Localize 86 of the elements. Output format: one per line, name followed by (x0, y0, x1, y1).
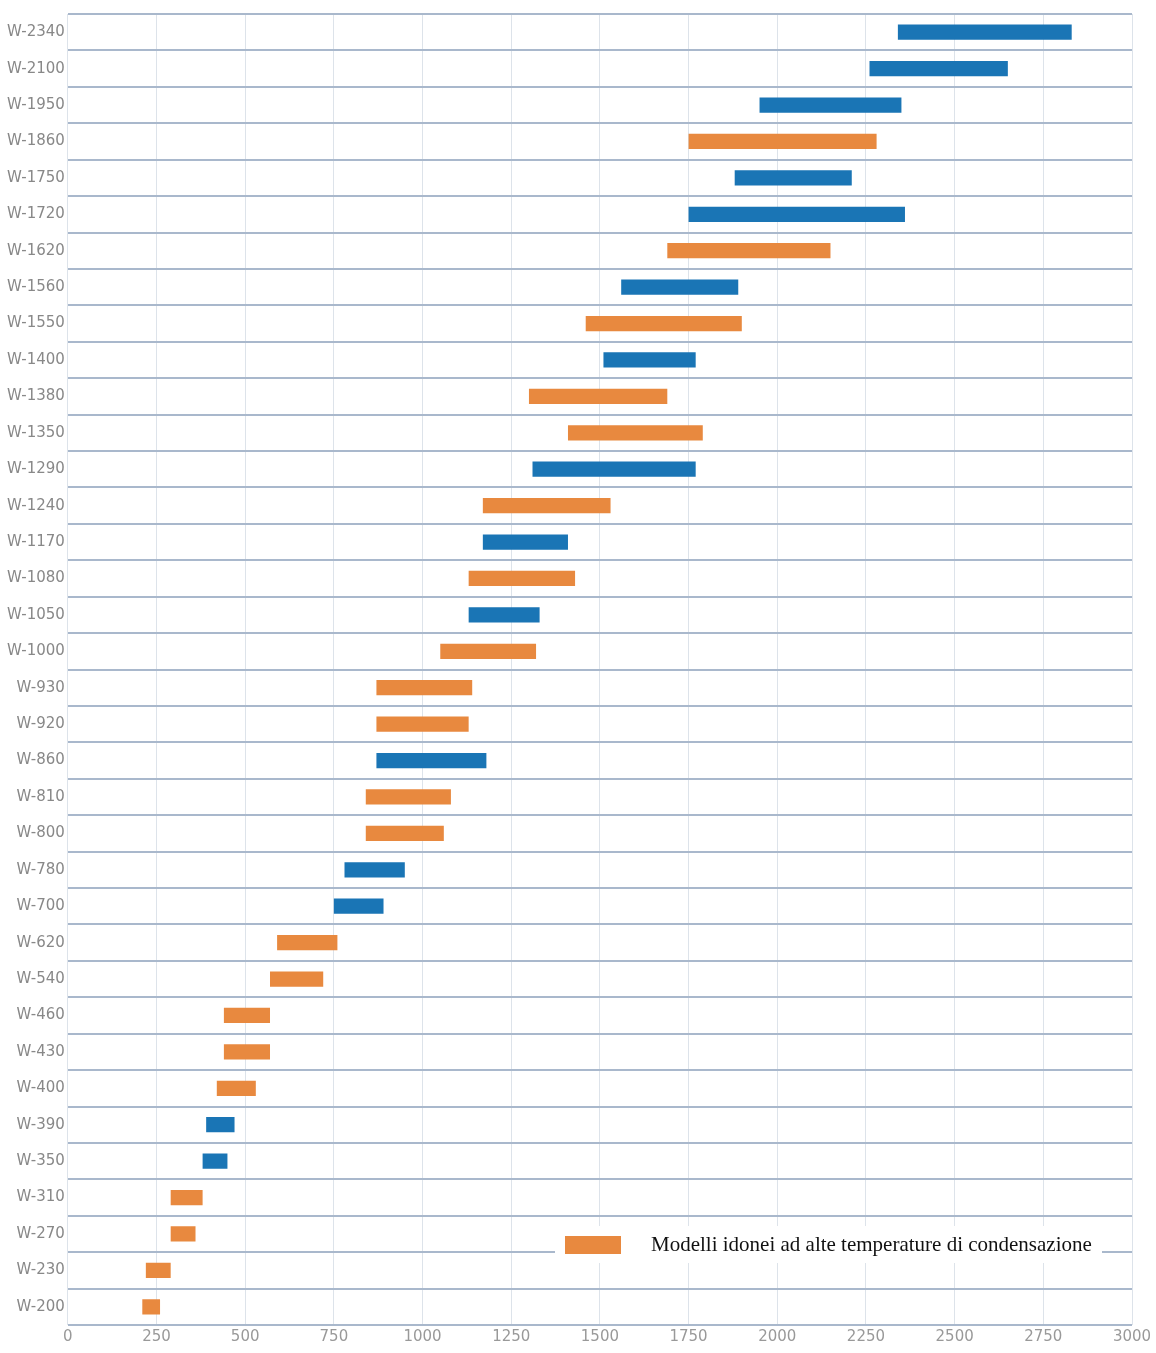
bar (344, 862, 405, 878)
y-tick-label: W-1560 (7, 277, 65, 296)
y-tick-label: W-930 (16, 677, 65, 696)
bar (223, 1044, 271, 1060)
y-tick-label: W-1750 (7, 167, 65, 186)
y-tick-label: W-1240 (7, 495, 65, 514)
y-tick-label: W-2100 (7, 58, 65, 77)
bar (170, 1226, 196, 1242)
y-tick-label: W-810 (16, 786, 65, 805)
bar (468, 607, 540, 623)
bar (170, 1189, 203, 1206)
y-tick-label: W-1720 (7, 204, 65, 223)
y-tick-label: W-1290 (7, 459, 65, 478)
y-tick-label: W-620 (16, 932, 65, 951)
bar (482, 497, 611, 514)
y-tick-label: W-1550 (7, 313, 65, 332)
x-tick-label: 500 (230, 1326, 260, 1345)
bar (532, 461, 696, 477)
bar (202, 1153, 228, 1169)
y-tick-label: W-540 (16, 968, 65, 987)
y-tick-label: W-1620 (7, 240, 65, 259)
legend-label: Modelli idonei ad alte temperature di condensazione (651, 1232, 1092, 1257)
x-tick-label: 1500 (580, 1326, 619, 1345)
y-tick-label: W-780 (16, 859, 65, 878)
y-tick-label: W-700 (16, 896, 65, 915)
x-tick-label: 1750 (669, 1326, 708, 1345)
bar (270, 971, 324, 987)
bar (621, 279, 739, 295)
bar (365, 789, 451, 805)
bar (869, 60, 1008, 77)
y-tick-label: W-800 (16, 823, 65, 842)
bar (142, 1299, 161, 1315)
x-tick-label: 750 (319, 1326, 349, 1345)
x-tick-label: 1000 (403, 1326, 442, 1345)
bar (277, 934, 338, 951)
y-tick-label: W-200 (16, 1296, 65, 1315)
y-tick-label: W-1050 (7, 604, 65, 623)
bar (223, 1007, 271, 1024)
bar (897, 24, 1072, 40)
y-tick-label: W-1170 (7, 531, 65, 550)
bar (216, 1080, 256, 1096)
bar (468, 570, 576, 587)
y-tick-label: W-390 (16, 1114, 65, 1133)
y-tick-label: W-1350 (7, 422, 65, 441)
y-tick-label: W-230 (16, 1260, 65, 1279)
bar (603, 352, 696, 368)
y-tick-label: W-310 (16, 1187, 65, 1206)
bar (759, 97, 902, 113)
bar (482, 534, 568, 550)
bar (688, 133, 877, 150)
y-tick-label: W-430 (16, 1041, 65, 1060)
y-tick-label: W-400 (16, 1078, 65, 1097)
bar (376, 716, 469, 732)
bar (688, 206, 905, 222)
bar (376, 680, 473, 696)
bar (567, 425, 703, 441)
bar (528, 388, 668, 405)
x-tick-label: 3000 (1112, 1326, 1152, 1345)
bar (206, 1117, 235, 1133)
y-tick-label: W-1080 (7, 568, 65, 587)
bar (585, 315, 742, 332)
bar (667, 243, 831, 259)
y-tick-label: W-1380 (7, 386, 65, 405)
y-tick-label: W-1400 (7, 349, 65, 368)
x-tick-label: 1250 (492, 1326, 531, 1345)
y-tick-label: W-860 (16, 750, 65, 769)
y-tick-label: W-1950 (7, 94, 65, 113)
x-tick-label: 250 (142, 1326, 171, 1345)
y-tick-label: W-1860 (7, 131, 65, 150)
y-tick-label: W-2340 (7, 22, 65, 41)
y-tick-label: W-920 (16, 714, 65, 733)
x-tick-label: 2250 (846, 1326, 886, 1345)
y-tick-label: W-270 (16, 1223, 65, 1242)
bar (333, 898, 384, 914)
bar (365, 825, 444, 842)
x-tick-label: 0 (63, 1326, 73, 1345)
x-tick-label: 2000 (758, 1326, 797, 1345)
y-tick-label: W-1000 (7, 641, 65, 660)
bar (145, 1262, 171, 1279)
y-tick-label: W-350 (16, 1151, 65, 1170)
bar (440, 643, 537, 659)
bar (734, 170, 852, 186)
bar (376, 752, 487, 769)
x-tick-label: 2500 (935, 1326, 974, 1345)
x-tick-label: 2750 (1024, 1326, 1063, 1345)
y-tick-label: W-460 (16, 1005, 65, 1024)
